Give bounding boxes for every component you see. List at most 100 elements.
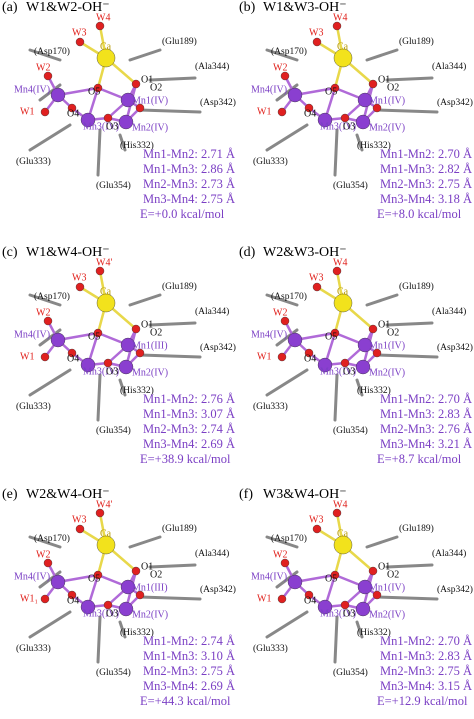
panel-letter: (c) xyxy=(2,245,18,260)
atom-label: (Asp170) xyxy=(34,291,70,302)
atom-label: Mn2(IV) xyxy=(132,367,168,378)
atom xyxy=(312,524,322,534)
panel-title: W2&W3-OH⁻ xyxy=(263,245,347,260)
distance: Mn1-Mn3: 2.83 Å xyxy=(380,649,472,663)
atom xyxy=(317,357,333,373)
atom-label: Mn4(IV) xyxy=(251,571,287,582)
atom xyxy=(355,114,371,130)
atom xyxy=(131,566,141,576)
distance: Mn2-Mn3: 2.74 Å xyxy=(143,422,235,436)
atom-label: Mn2(IV) xyxy=(132,122,168,133)
stick xyxy=(275,328,299,347)
atom xyxy=(67,103,77,113)
atom-label: Ca xyxy=(100,286,112,297)
distance: Mn3-Mn4: 2.69 Å xyxy=(143,679,235,693)
stick xyxy=(28,610,72,639)
atom-label: W1 xyxy=(257,351,271,362)
stick xyxy=(28,535,62,549)
atom-label: W3 xyxy=(72,272,86,283)
atom-label: O2 xyxy=(387,327,399,338)
atom xyxy=(135,348,145,358)
atom-label: O4 xyxy=(67,353,79,364)
stick xyxy=(275,83,299,102)
atom-label: (Glu189) xyxy=(399,281,434,292)
energy: E=+0.0 kcal/mol xyxy=(140,207,225,221)
atom-label: W1 xyxy=(257,106,271,117)
distance: Mn3-Mn4: 3.18 Å xyxy=(380,192,472,206)
atom xyxy=(131,79,141,89)
energy: E=+8.7 kcal/mol xyxy=(377,452,462,466)
atom xyxy=(304,103,314,113)
atom-label: Mn4(IV) xyxy=(14,84,50,95)
atom-label: W4' xyxy=(96,257,112,268)
atom xyxy=(333,293,353,313)
atom xyxy=(287,574,303,590)
distance: Mn2-Mn3: 2.76 Å xyxy=(380,422,472,436)
atom xyxy=(368,324,378,334)
distance: Mn1-Mn2: 2.70 Å xyxy=(380,147,472,161)
distance: Mn3-Mn4: 2.75 Å xyxy=(143,192,235,206)
atom-label: Ca xyxy=(100,41,112,52)
atom xyxy=(340,358,350,368)
atom xyxy=(280,71,290,81)
atom-label: Mn3(IV) xyxy=(320,608,356,619)
atom-label: Ca xyxy=(337,528,349,539)
atom xyxy=(277,107,287,117)
atom xyxy=(332,21,342,31)
panel-title: W1&W2-OH⁻ xyxy=(26,0,110,15)
atom-label: O5 xyxy=(325,331,337,342)
atom xyxy=(96,293,116,313)
stick xyxy=(265,610,309,639)
panel-letter: (f) xyxy=(239,487,253,502)
atom xyxy=(317,112,333,128)
stick xyxy=(265,123,309,152)
atom-label: O2 xyxy=(150,82,162,93)
stick xyxy=(28,293,62,307)
stick xyxy=(365,535,399,549)
atom-label: (Glu354) xyxy=(96,667,131,678)
stick xyxy=(38,328,62,347)
atom-label: W4 xyxy=(96,12,110,23)
atom-label: O2 xyxy=(150,569,162,580)
atom xyxy=(330,328,340,338)
atom-label: Mn3(IV) xyxy=(83,608,119,619)
panel: (f) W3&W4-OH⁻W4 W3 Ca (Glu189) (Asp170) W2 (Ala… xyxy=(239,487,473,708)
panel-letter: (d) xyxy=(239,245,256,260)
distance: Mn1-Mn3: 3.07 Å xyxy=(143,407,235,421)
energy: E=+38.9 kcal/mol xyxy=(140,452,231,466)
atom-label: (Asp342) xyxy=(200,584,236,595)
atom-label: W1 xyxy=(20,351,34,362)
atom-label: (Asp342) xyxy=(200,97,236,108)
atom xyxy=(340,113,350,123)
atom-label: O4 xyxy=(304,108,316,119)
atom-label: Mn2(IV) xyxy=(369,609,405,620)
atom xyxy=(93,328,103,338)
atom xyxy=(80,112,96,128)
stick xyxy=(128,293,162,307)
stick xyxy=(375,595,439,601)
atom xyxy=(75,524,85,534)
atom-label: (Glu189) xyxy=(399,523,434,534)
atom-label: Mn3(IV) xyxy=(320,366,356,377)
atom-label: (Glu354) xyxy=(333,425,368,436)
atom-label: Mn1(IV) xyxy=(369,340,405,351)
energy: E=+12.9 kcal/mol xyxy=(377,694,468,708)
panel: (d) W2&W3-OH⁻W4 W3 Ca (Glu189) (Asp170) W2 (Ala… xyxy=(239,245,473,466)
atom-label: Mn4(IV) xyxy=(14,571,50,582)
atom xyxy=(118,359,134,375)
atom xyxy=(40,107,50,117)
atom xyxy=(43,71,53,81)
distance: Mn1-Mn2: 2.71 Å xyxy=(143,147,235,161)
atom-label: W1 xyxy=(257,593,271,604)
atom xyxy=(118,601,134,617)
atom xyxy=(372,103,382,113)
atom-label: O5 xyxy=(88,86,100,97)
panel-title: W1&W4-OH⁻ xyxy=(26,245,110,260)
atom xyxy=(95,21,105,31)
atom xyxy=(43,558,53,568)
atom-label: (Ala344) xyxy=(195,306,229,317)
atom-label: Mn2(IV) xyxy=(369,122,405,133)
distance: Mn1-Mn2: 2.70 Å xyxy=(380,634,472,648)
panel-title: W2&W4-OH⁻ xyxy=(26,487,110,502)
